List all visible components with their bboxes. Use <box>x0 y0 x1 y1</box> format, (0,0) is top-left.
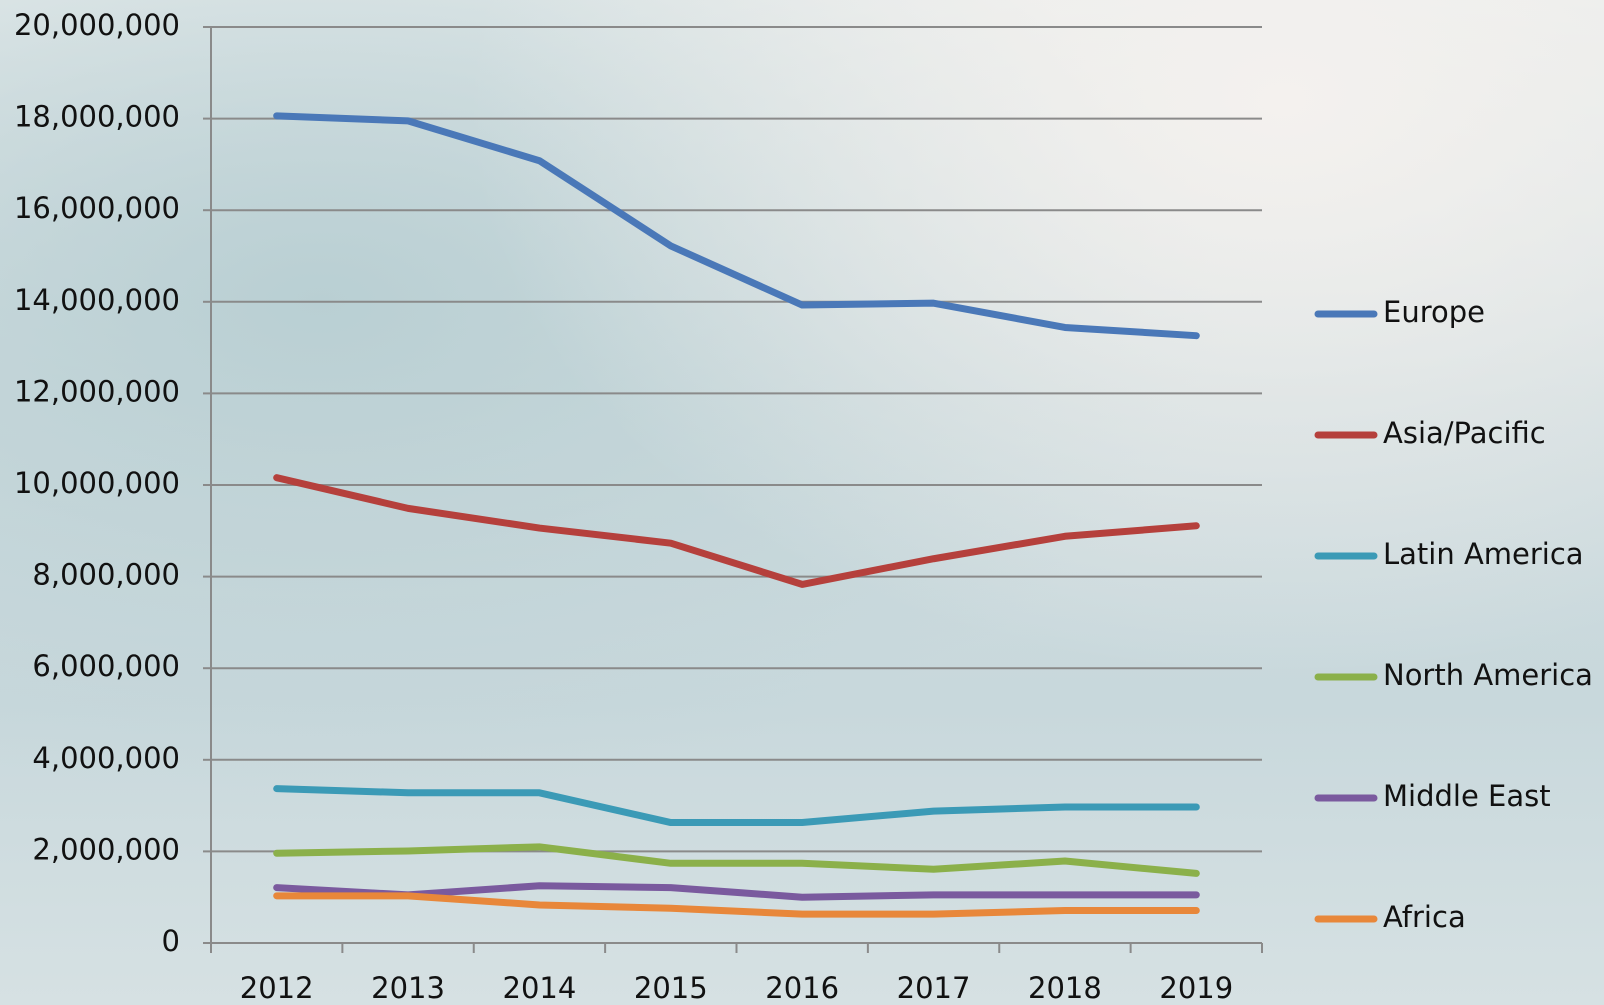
y-tick-label: 8,000,000 <box>32 558 180 592</box>
x-tick-label: 2018 <box>1028 971 1102 1005</box>
legend-label: North America <box>1383 658 1593 692</box>
series-line <box>277 789 1197 823</box>
series-line <box>277 478 1197 585</box>
y-tick-label: 18,000,000 <box>14 100 180 134</box>
legend-label: Africa <box>1383 900 1466 934</box>
chart: 0 2,000,000 4,000,000 6,000,000 8,000,000 10,… <box>0 0 1604 1005</box>
x-tick-label: 2014 <box>503 971 577 1005</box>
legend-label: Asia/Pacific <box>1383 416 1546 450</box>
y-tick-label: 6,000,000 <box>32 649 180 683</box>
x-tick-label: 2013 <box>371 971 445 1005</box>
x-tick-label: 2012 <box>240 971 314 1005</box>
x-tick-label: 2017 <box>897 971 971 1005</box>
y-tick-label: 0 <box>162 924 180 958</box>
y-tick-label: 4,000,000 <box>32 741 180 775</box>
y-tick-label: 20,000,000 <box>14 8 180 42</box>
legend-label: Europe <box>1383 295 1485 329</box>
y-tick-label: 14,000,000 <box>14 283 180 317</box>
y-tick-label: 12,000,000 <box>14 374 180 408</box>
legend-label: Middle East <box>1383 779 1551 813</box>
page: {"chart_data": {"type": "line", "categor… <box>0 0 1604 1005</box>
x-tick-label: 2016 <box>765 971 839 1005</box>
legend-label: Latin America <box>1383 537 1584 571</box>
y-tick-label: 2,000,000 <box>32 832 180 866</box>
x-tick-label: 2019 <box>1159 971 1233 1005</box>
x-tick-label: 2015 <box>634 971 708 1005</box>
y-tick-label: 16,000,000 <box>14 191 180 225</box>
y-tick-label: 10,000,000 <box>14 466 180 500</box>
series-line <box>277 896 1197 914</box>
